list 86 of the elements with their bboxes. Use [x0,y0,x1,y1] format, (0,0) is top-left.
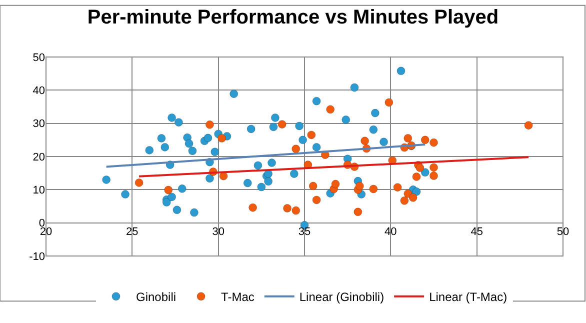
point [254,161,262,170]
point [350,83,359,92]
point [248,203,258,212]
point [307,130,316,140]
legend-label: Linear (Ginobili) [299,290,384,304]
point [295,122,304,130]
y-tick-label: 20 [32,151,45,164]
point [326,105,335,114]
point [384,98,394,107]
point [292,206,300,215]
x-tick-label: 45 [470,226,483,238]
point [205,174,214,183]
x-tick-label: 35 [298,226,311,238]
point [160,142,170,152]
point [420,168,430,177]
point [369,184,378,194]
point [312,142,321,152]
x-tick-label: 50 [556,226,570,238]
point [134,178,144,187]
point [278,120,286,129]
point [292,144,300,154]
legend-label: Ginobili [136,290,176,304]
point [205,120,214,129]
point [369,125,378,134]
point [270,113,280,122]
point [360,136,370,146]
point [312,196,321,204]
point [168,113,176,122]
point [416,164,424,172]
y-tick-label: 50 [32,52,45,64]
point [264,177,273,186]
point [380,138,388,146]
point [168,192,176,202]
x-tick-label: 40 [384,226,397,238]
point [184,139,194,148]
point [355,182,364,190]
point [298,136,308,144]
point [312,96,321,106]
point [164,186,173,194]
point [230,90,238,98]
legend-label: T-Mac [221,290,254,304]
point [268,158,276,168]
point [162,198,171,207]
point [257,182,266,192]
y-tick-label: 30 [32,118,45,130]
point [420,136,430,144]
point [102,175,111,184]
point [393,183,402,192]
legend-label: Linear (T-Mac) [429,290,508,304]
point [283,204,292,212]
point [342,115,350,124]
y-tick-label: 10 [32,184,45,197]
point [210,148,220,156]
point [354,208,362,216]
point [218,134,226,143]
point [243,178,252,188]
point [430,138,438,147]
point [308,182,318,190]
point [157,134,166,143]
point [174,118,183,127]
point [290,170,298,178]
point [246,124,256,134]
y-tick-label: 40 [32,85,45,98]
point [331,180,340,188]
point [172,206,182,214]
point [204,134,212,142]
point [188,146,197,156]
point [412,187,421,196]
point [400,196,409,205]
chart-title: Per-minute Performance vs Minutes Played [87,6,499,29]
point [412,172,421,181]
x-tick-label: 30 [212,226,224,238]
point [145,146,154,154]
point [524,121,533,130]
point [178,184,186,193]
point [269,122,278,132]
point [121,190,130,199]
point [370,108,380,118]
point [430,171,438,180]
point [430,163,438,172]
x-tick-label: 25 [126,226,138,238]
y-tick-label: -10 [29,250,45,263]
point [190,208,198,217]
point [404,134,412,143]
point [396,66,406,76]
point [408,193,418,202]
